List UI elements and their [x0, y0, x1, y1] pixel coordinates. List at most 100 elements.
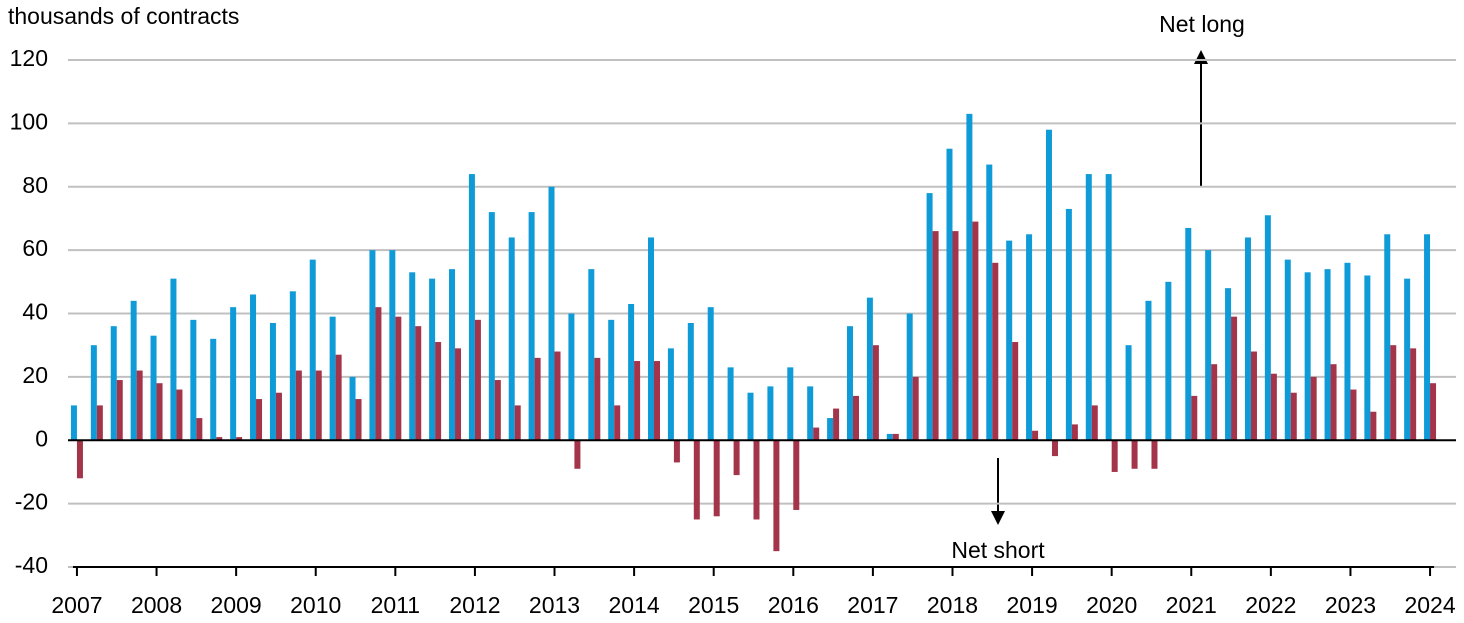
- bar: [190, 319, 197, 441]
- bar: [892, 433, 899, 441]
- bar: [1165, 281, 1172, 441]
- bar: [693, 440, 700, 520]
- annotation: Net long: [1159, 11, 1245, 37]
- bar: [707, 307, 714, 441]
- bar: [468, 174, 475, 441]
- bar: [1205, 250, 1212, 441]
- bar: [210, 338, 217, 441]
- bar: [230, 307, 237, 441]
- bar: [986, 164, 993, 441]
- bar: [1290, 392, 1297, 441]
- y-axis-label: thousands of contracts: [8, 3, 239, 29]
- bar: [375, 307, 382, 441]
- bar: [1006, 240, 1013, 441]
- bar: [1250, 351, 1257, 441]
- bar: [1032, 430, 1039, 441]
- bar: [753, 440, 760, 520]
- bar: [628, 303, 635, 441]
- bar: [687, 323, 694, 441]
- bar: [648, 237, 655, 441]
- bar: [1111, 440, 1118, 472]
- bar: [170, 278, 177, 441]
- bar: [216, 437, 223, 441]
- bar: [1244, 237, 1251, 441]
- bar: [156, 383, 163, 441]
- x-tick-label: 2011: [371, 592, 420, 618]
- bar: [1310, 376, 1317, 441]
- x-tick-label: 2014: [609, 592, 660, 618]
- x-tick-label: 2016: [768, 592, 819, 618]
- y-tick-label: 60: [22, 235, 48, 261]
- bar: [1045, 129, 1052, 441]
- bar: [1344, 262, 1351, 441]
- bar: [1324, 269, 1331, 441]
- bar: [554, 351, 561, 441]
- bar: [250, 294, 257, 441]
- bar: [866, 297, 873, 441]
- bar: [1350, 389, 1357, 441]
- bar: [176, 389, 183, 441]
- bar: [852, 395, 859, 441]
- x-tick-label: 2023: [1325, 592, 1376, 618]
- bar: [295, 370, 302, 441]
- bar: [992, 262, 999, 441]
- bar: [150, 335, 157, 441]
- bar: [926, 193, 933, 441]
- bar: [1270, 373, 1277, 441]
- bar: [886, 433, 893, 441]
- arrow: [991, 50, 1208, 525]
- bar: [395, 316, 402, 441]
- bar: [807, 386, 814, 441]
- y-tick-label: 0: [35, 425, 48, 451]
- bar: [787, 367, 794, 441]
- bar: [846, 326, 853, 441]
- bar: [713, 440, 720, 517]
- bar: [1304, 272, 1311, 441]
- bar: [1131, 440, 1138, 469]
- bar: [733, 440, 740, 476]
- x-tick-label: 2012: [449, 592, 500, 618]
- bar: [1105, 174, 1112, 441]
- x-tick-label: 2024: [1404, 592, 1455, 618]
- bar: [548, 186, 555, 441]
- bar: [1085, 174, 1092, 441]
- bar: [309, 259, 316, 441]
- bar: [136, 370, 143, 441]
- bar: [1370, 411, 1377, 441]
- bar: [409, 272, 416, 441]
- y-tick-label: 40: [22, 299, 48, 325]
- y-tick-label: -40: [15, 552, 48, 578]
- bar: [1410, 348, 1417, 441]
- bar: [966, 113, 973, 441]
- bar: [952, 231, 959, 441]
- x-tick-label: 2015: [688, 592, 739, 618]
- bar: [494, 380, 501, 441]
- x-tick-label: 2010: [290, 592, 341, 618]
- y-tick-label: 100: [10, 108, 48, 134]
- bar: [654, 361, 661, 441]
- bar: [1211, 364, 1218, 441]
- bar: [315, 370, 322, 441]
- bar: [369, 250, 376, 441]
- bar: [594, 357, 601, 441]
- bar: [793, 440, 800, 510]
- x-tick-label: 2013: [529, 592, 580, 618]
- bar: [349, 376, 356, 441]
- bar: [1071, 424, 1078, 441]
- annotation: Net short: [951, 537, 1045, 563]
- bar: [110, 326, 117, 441]
- bar: [906, 313, 913, 441]
- bar: [196, 418, 203, 441]
- bar: [269, 323, 276, 441]
- bar: [932, 231, 939, 441]
- bar: [455, 348, 462, 441]
- bar: [1424, 234, 1431, 441]
- bar: [1225, 288, 1232, 441]
- bar: [90, 345, 97, 441]
- bar: [256, 399, 263, 441]
- bar: [568, 313, 575, 441]
- bar: [1065, 208, 1072, 441]
- bar: [872, 345, 879, 441]
- bar: [130, 300, 137, 441]
